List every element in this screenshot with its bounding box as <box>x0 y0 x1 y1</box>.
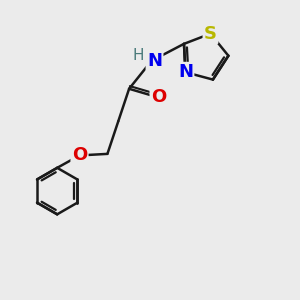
Text: O: O <box>151 88 166 106</box>
Text: N: N <box>178 63 193 81</box>
Text: O: O <box>72 146 87 164</box>
Text: S: S <box>204 25 217 43</box>
Text: N: N <box>147 52 162 70</box>
Text: H: H <box>133 48 144 63</box>
